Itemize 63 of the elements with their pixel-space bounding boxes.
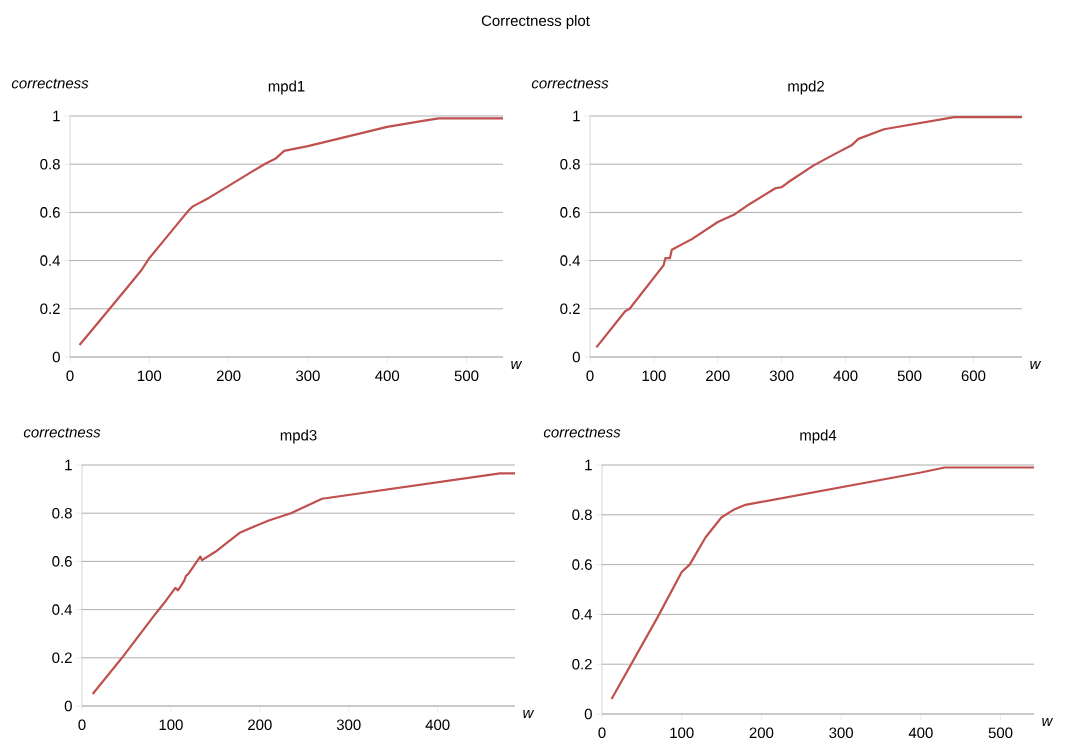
x-tick-label: 300 — [336, 719, 361, 731]
y-tick-label: 0.8 — [560, 158, 580, 170]
line-series — [91, 472, 516, 696]
x-tick-label: 200 — [749, 727, 774, 739]
x-tick-label: 0 — [78, 719, 86, 731]
x-tick-label: 100 — [137, 370, 162, 382]
y-tick-label: 0 — [64, 700, 72, 712]
y-axis-title: correctness — [11, 78, 89, 89]
x-tick-label: 500 — [454, 370, 479, 382]
chart-title: mpd1 — [268, 80, 305, 95]
y-tick-label: 0 — [572, 351, 580, 363]
y-tick-label: 0.2 — [52, 652, 72, 664]
y-tick-label: 0.8 — [572, 509, 592, 521]
x-tick-label: 300 — [296, 370, 320, 382]
y-tick-label: 0.4 — [572, 609, 593, 620]
x-tick-label: 400 — [375, 370, 400, 382]
x-tick-label: 100 — [159, 719, 183, 731]
x-axis-title: w — [1030, 361, 1042, 369]
y-tick-label: 0.2 — [40, 303, 60, 315]
y-tick-label: 1 — [585, 459, 592, 471]
y-tick-label: 1 — [53, 110, 60, 122]
x-tick-label: 600 — [961, 370, 986, 382]
y-tick-label: 0.4 — [560, 255, 581, 266]
line-series — [610, 466, 1035, 701]
x-tick-label: 500 — [988, 727, 1013, 739]
x-axis-title: w — [511, 361, 523, 369]
y-axis-title: correctness — [531, 78, 609, 89]
x-axis-title: w — [1042, 718, 1054, 726]
x-tick-label: 400 — [425, 719, 450, 731]
y-tick-label: 0.6 — [40, 207, 60, 218]
x-tick-label: 0 — [598, 727, 606, 739]
y-tick-label: 0.6 — [560, 207, 580, 218]
x-tick-label: 100 — [670, 727, 694, 739]
line-series — [595, 116, 1023, 349]
chart-title: mpd2 — [788, 80, 824, 95]
y-tick-label: 0.8 — [52, 507, 72, 519]
x-tick-label: 400 — [908, 727, 933, 739]
x-tick-label: 200 — [216, 370, 241, 382]
y-tick-label: 0 — [584, 708, 592, 720]
x-tick-label: 500 — [897, 370, 922, 382]
text: Correctness plot — [481, 15, 590, 29]
x-tick-label: 300 — [829, 727, 853, 739]
y-tick-label: 1 — [65, 459, 72, 471]
y-tick-label: 0.2 — [572, 658, 592, 670]
y-axis-title: correctness — [543, 427, 621, 438]
chart-title: mpd3 — [280, 429, 317, 444]
chart-title: mpd4 — [800, 429, 837, 444]
y-tick-label: 1 — [573, 110, 580, 122]
y-tick-label: 0.4 — [40, 255, 61, 266]
x-tick-label: 400 — [833, 370, 858, 382]
y-axis-title: correctness — [23, 427, 101, 438]
x-tick-label: 300 — [769, 370, 794, 382]
x-tick-label: 100 — [642, 370, 666, 382]
y-tick-label: 0 — [52, 351, 60, 363]
x-axis-title: w — [523, 710, 535, 718]
y-tick-label: 0.2 — [560, 303, 580, 315]
y-tick-label: 0.6 — [52, 556, 72, 567]
x-tick-label: 200 — [706, 370, 730, 382]
y-tick-label: 0.6 — [572, 559, 592, 570]
x-tick-label: 200 — [248, 719, 272, 731]
y-tick-label: 0.4 — [52, 604, 73, 615]
line-series — [78, 117, 503, 347]
y-tick-label: 0.8 — [40, 158, 60, 170]
